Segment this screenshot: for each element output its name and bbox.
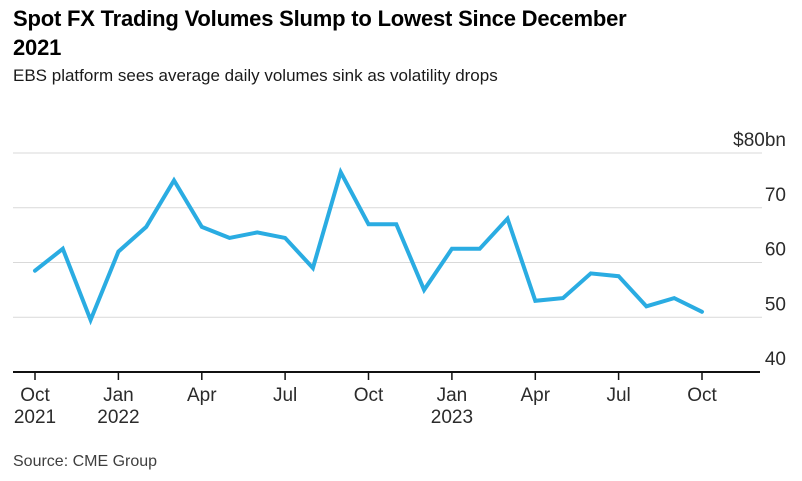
- x-tick-label: Oct: [354, 385, 384, 406]
- y-axis-label: 60: [765, 240, 786, 261]
- page-title: Spot FX Trading Volumes Slump to Lowest …: [13, 4, 793, 62]
- x-tick-label: Jul: [606, 385, 630, 406]
- source-note: Source: CME Group: [13, 453, 158, 470]
- title-line-1: Spot FX Trading Volumes Slump to Lowest …: [13, 6, 627, 31]
- chart-subtitle: EBS platform sees average daily volumes …: [13, 66, 498, 85]
- y-axis-label: 50: [765, 294, 786, 315]
- x-tick-label: Jul: [273, 385, 297, 406]
- x-tick-label: Apr: [187, 385, 217, 406]
- y-axis-label: 70: [765, 185, 786, 206]
- x-tick-label: Jan: [437, 385, 468, 406]
- volume-line: [33, 166, 704, 326]
- y-axis-label: $80bn: [733, 130, 786, 151]
- x-tick-label: Jan: [103, 385, 134, 406]
- x-tick-year-label: 2023: [431, 407, 473, 428]
- x-tick-label: Oct: [687, 385, 717, 406]
- x-tick-label: Oct: [20, 385, 50, 406]
- x-tick-year-label: 2021: [14, 407, 56, 428]
- x-tick-label: Apr: [521, 385, 551, 406]
- title-line-2: 2021: [13, 35, 62, 60]
- x-tick-year-label: 2022: [97, 407, 139, 428]
- y-axis-label: 40: [765, 349, 786, 370]
